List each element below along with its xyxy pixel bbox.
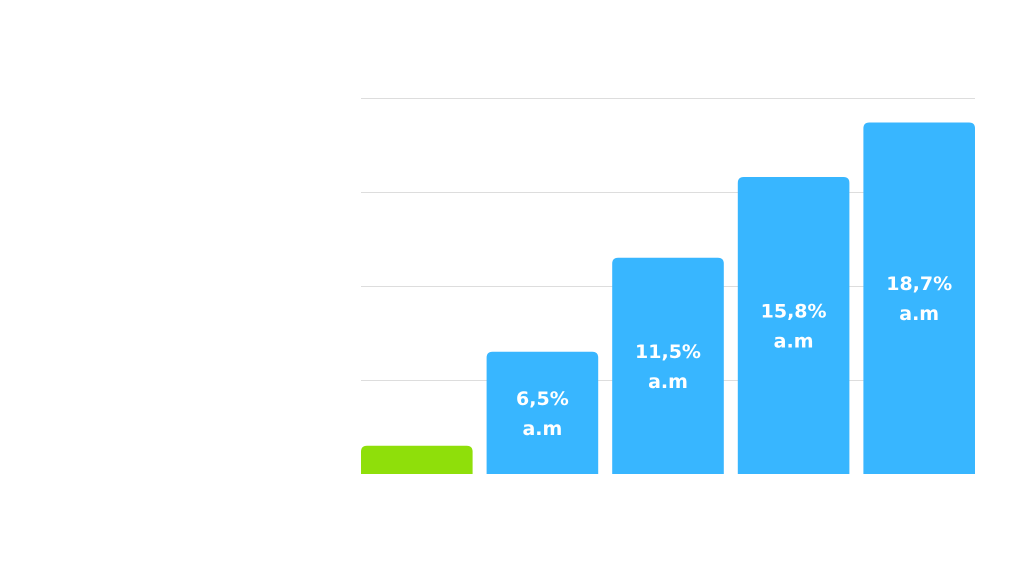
bar-4 — [737, 176, 850, 474]
bar-5-label-line-2: a.m — [899, 303, 939, 325]
bar-2-label-line-2: a.m — [522, 418, 562, 440]
bar-4-label-line-2: a.m — [774, 330, 814, 352]
bars — [361, 122, 975, 474]
bar-5 — [863, 122, 975, 474]
bar-2 — [486, 351, 599, 474]
bar-3-label-line-2: a.m — [648, 371, 688, 393]
bar-2-label-line-1: 6,5% — [516, 388, 569, 410]
data-labels: 6,5% a.m 11,5% a.m 15,8% a.m 18,7% a.m — [516, 273, 952, 440]
bar-3 — [612, 257, 724, 474]
bar-5-label-line-1: 18,7% — [886, 273, 952, 295]
bar-4-label-line-1: 15,8% — [761, 300, 827, 322]
bar-1 — [361, 445, 473, 474]
bar-3-label-line-1: 11,5% — [635, 341, 701, 363]
